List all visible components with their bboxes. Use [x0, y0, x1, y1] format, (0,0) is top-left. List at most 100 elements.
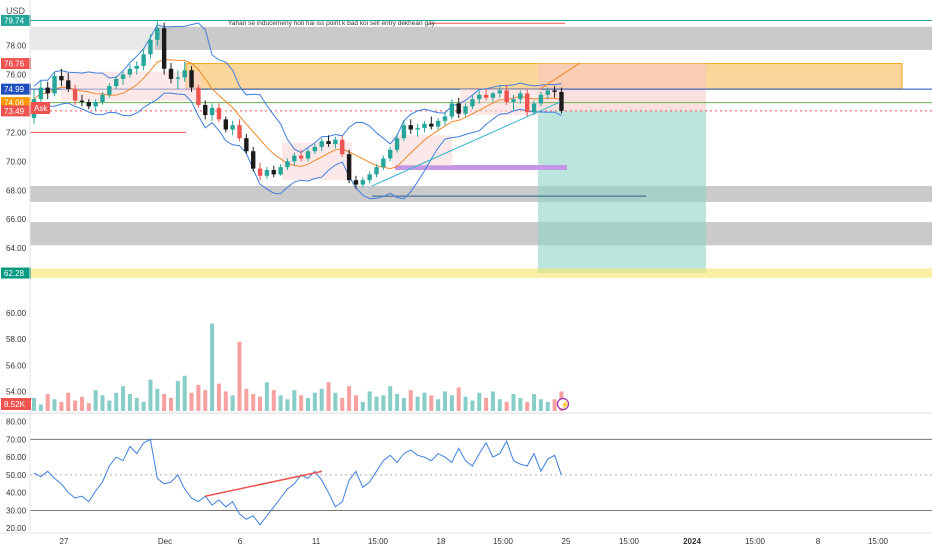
candle	[114, 78, 119, 87]
volume-bar	[408, 390, 413, 411]
chart-annotation: Yahan se inducemeny hoti hai iss point k…	[228, 20, 436, 27]
time-tick: 15:00	[745, 537, 766, 546]
rsi-tick: 40.00	[6, 489, 27, 498]
volume-bar	[525, 401, 530, 411]
volume-bar	[545, 401, 550, 411]
volume-bar	[374, 396, 379, 411]
price-tick: 72.00	[6, 128, 27, 137]
candle	[374, 167, 379, 175]
volume-bar	[422, 392, 427, 411]
rsi-tick: 60.00	[6, 453, 27, 462]
volume-bar	[169, 397, 173, 411]
candle	[230, 125, 235, 130]
volume-bar	[223, 391, 228, 411]
price-badge-label: 74.99	[4, 85, 25, 94]
candle	[209, 107, 215, 116]
volume-tick: 56.00	[6, 361, 27, 370]
candle	[52, 76, 57, 94]
candle	[319, 141, 324, 147]
volume-bar	[203, 390, 208, 411]
volume-bar	[299, 395, 304, 411]
volume-bar	[210, 323, 215, 411]
zone-gray	[155, 26, 932, 50]
candle	[483, 94, 489, 98]
volume-bar	[360, 401, 365, 411]
candle	[504, 90, 509, 103]
volume-bar	[114, 392, 119, 411]
candle	[381, 158, 386, 168]
volume-bar	[538, 399, 543, 411]
candle	[353, 180, 359, 185]
volume-bar	[182, 375, 187, 411]
volume-bar	[381, 395, 386, 411]
candle	[168, 68, 174, 79]
candle	[237, 125, 242, 139]
candle	[148, 39, 153, 55]
price-badge-label: 74.06	[4, 99, 25, 108]
candle	[511, 99, 516, 103]
volume-bar	[285, 399, 290, 411]
volume-bar	[271, 390, 276, 411]
volume-bar	[552, 399, 557, 411]
volume-bar	[244, 388, 249, 411]
price-badge	[1, 83, 31, 95]
trend-line	[371, 101, 561, 187]
candle	[360, 180, 365, 185]
volume-bar	[278, 395, 283, 411]
target-band	[30, 268, 932, 278]
bollinger-lower	[33, 92, 562, 200]
price-badge	[1, 267, 31, 279]
candle	[161, 28, 167, 69]
candle	[346, 154, 352, 181]
volume-bar	[477, 392, 482, 411]
candle	[367, 174, 372, 181]
candle	[86, 102, 91, 107]
candle	[388, 149, 393, 159]
candle	[127, 68, 133, 75]
price-badge-label: 62.28	[4, 269, 25, 278]
volume-bar	[230, 395, 235, 411]
imbalance-zone-2	[392, 135, 452, 166]
zone-gray	[30, 222, 932, 246]
candle	[408, 125, 413, 130]
candle	[442, 116, 448, 121]
time-tick: 27	[60, 537, 69, 546]
candle	[100, 94, 105, 103]
volume-bar	[292, 390, 297, 411]
volume-bar	[326, 382, 331, 411]
volume-bar	[497, 399, 502, 411]
bollinger-upper	[33, 22, 562, 154]
volume-bar	[141, 401, 146, 411]
candle	[120, 74, 126, 79]
candle	[298, 155, 304, 159]
candle	[552, 90, 557, 92]
volume-bar	[79, 396, 84, 411]
lightning-icon[interactable]	[556, 397, 570, 411]
time-tick: 25	[562, 537, 571, 546]
volume-bar	[86, 403, 91, 411]
candle	[72, 89, 78, 101]
volume-bar	[490, 391, 495, 411]
rsi-tick: 50.00	[6, 471, 27, 480]
volume-bar	[121, 386, 126, 411]
candle	[449, 103, 455, 117]
take-profit-zone[interactable]	[538, 110, 706, 274]
price-tick: 64.00	[6, 244, 27, 253]
volume-badge	[1, 398, 31, 410]
candle	[175, 77, 181, 79]
volume-bar	[312, 392, 317, 411]
candle	[518, 93, 523, 100]
volume-bar	[347, 386, 352, 411]
zone-gray-left	[30, 26, 155, 50]
volume-bar	[38, 404, 43, 411]
time-tick: 15:00	[368, 537, 389, 546]
volume-bar	[66, 392, 71, 411]
volume-bar	[196, 384, 201, 411]
price-badge-label: 76.76	[4, 60, 25, 69]
candle	[223, 119, 228, 130]
rsi-tick: 30.00	[6, 506, 27, 515]
volume-bar	[45, 394, 50, 411]
volume-bar	[415, 396, 420, 411]
candle	[292, 155, 297, 162]
